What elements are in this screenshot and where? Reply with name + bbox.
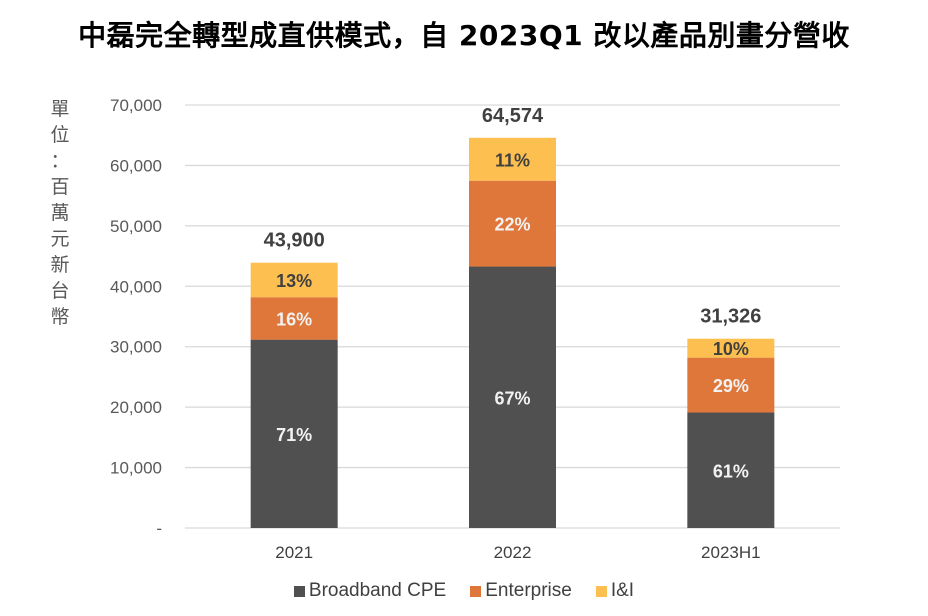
y-axis-label-char: 台	[50, 280, 70, 302]
legend-swatch	[595, 585, 607, 597]
legend-swatch	[293, 585, 305, 597]
y-tick-label: -	[156, 519, 162, 538]
legend-item: I&I	[595, 580, 635, 602]
bar-segment-i-i	[250, 262, 338, 298]
x-tick-label: 2022	[494, 543, 532, 562]
legend-label: Enterprise	[485, 580, 572, 601]
y-tick-label: 10,000	[110, 459, 162, 478]
bar-segment-enterprise	[469, 180, 556, 267]
legend-swatch	[470, 585, 482, 597]
x-tick-label: 2021	[275, 543, 313, 562]
segment-data-label: 16%	[276, 309, 312, 329]
y-axis-label-char: 新	[50, 254, 70, 276]
segment-data-label: 61%	[713, 461, 749, 481]
bar-total-label: 43,900	[264, 230, 325, 252]
segment-data-label: 71%	[276, 425, 312, 445]
legend-item: Broadband CPE	[293, 580, 447, 602]
bar-segment-broadband-cpe	[250, 339, 338, 528]
bar-segment-enterprise	[687, 357, 775, 413]
legend-label: Broadband CPE	[308, 580, 447, 601]
legend-label: I&I	[610, 580, 635, 601]
segment-data-label: 11%	[495, 150, 530, 170]
x-tick-label: 2023H1	[701, 543, 761, 562]
y-tick-label: 70,000	[110, 96, 162, 115]
y-axis-label-char: 位	[50, 124, 70, 146]
y-axis-label-char: ：	[50, 150, 70, 172]
y-axis-label-char: 百	[50, 176, 70, 198]
bar-segment-i-i	[687, 338, 775, 358]
y-axis-label-char: 幣	[50, 306, 70, 328]
segment-data-label: 67%	[494, 388, 530, 408]
segment-data-label: 10%	[713, 339, 749, 359]
y-axis-label-char: 萬	[50, 202, 70, 224]
legend-item: Enterprise	[470, 580, 572, 602]
y-axis-label: 單位 ： 百萬元新台幣	[48, 96, 72, 330]
segment-data-label: 22%	[494, 215, 530, 235]
y-tick-label: 30,000	[110, 338, 162, 357]
y-axis-label-char: 元	[50, 228, 70, 250]
legend: Broadband CPE Enterprise I&I	[0, 580, 928, 602]
bar-segment-enterprise	[250, 297, 338, 340]
bar-segment-broadband-cpe	[469, 266, 556, 528]
y-axis-label-char: 單	[50, 98, 70, 120]
y-tick-label: 50,000	[110, 217, 162, 236]
bar-segment-broadband-cpe	[687, 412, 775, 528]
y-tick-label: 60,000	[110, 156, 162, 175]
bar-segment-i-i	[469, 137, 556, 181]
segment-data-label: 29%	[713, 376, 749, 396]
y-tick-label: 40,000	[110, 277, 162, 296]
bar-total-label: 64,574	[482, 105, 544, 127]
y-tick-label: 20,000	[110, 398, 162, 417]
bar-total-label: 31,326	[700, 306, 761, 328]
segment-data-label: 13%	[276, 271, 312, 291]
chart-title: 中磊完全轉型成直供模式，自 2023Q1 改以產品別畫分營收	[78, 19, 850, 52]
